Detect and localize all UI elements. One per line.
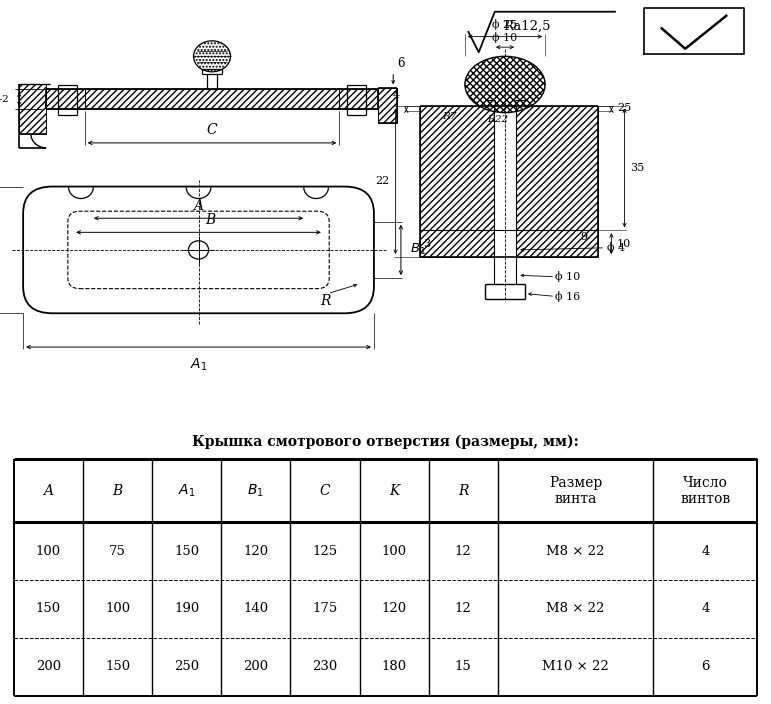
Text: 3: 3 (423, 239, 430, 249)
Text: 4: 4 (701, 545, 709, 558)
Text: A: A (43, 484, 53, 498)
Text: 175: 175 (312, 603, 338, 615)
Text: C: C (207, 123, 217, 137)
Text: Ra12,5: Ra12,5 (503, 20, 551, 32)
Ellipse shape (194, 41, 231, 72)
Text: 10: 10 (617, 239, 631, 249)
Text: M10 × 22: M10 × 22 (542, 660, 609, 673)
Text: Число
винтов: Число винтов (680, 476, 730, 505)
Text: 12: 12 (455, 603, 472, 615)
Text: 150: 150 (174, 545, 199, 558)
Bar (19, 84, 46, 134)
Text: R: R (458, 484, 469, 498)
Text: 250: 250 (174, 660, 199, 673)
Bar (46, 89, 85, 109)
Text: Размер
винта: Размер винта (549, 476, 602, 505)
Text: 6: 6 (397, 57, 405, 70)
Bar (378, 88, 397, 123)
Text: M8 × 22: M8 × 22 (547, 603, 604, 615)
Text: ϕ 10: ϕ 10 (555, 271, 581, 282)
Text: 9: 9 (580, 232, 588, 241)
Text: 6: 6 (701, 660, 709, 673)
Bar (516, 106, 598, 257)
Text: 180: 180 (382, 660, 407, 673)
Text: M8 × 22: M8 × 22 (547, 545, 604, 558)
Text: $B_1$: $B_1$ (410, 242, 426, 258)
Bar (420, 106, 494, 257)
Text: 200: 200 (244, 660, 268, 673)
Text: R22: R22 (487, 115, 508, 124)
Bar (85, 89, 339, 109)
Text: Крышка смотрового отверстия (размеры, мм):: Крышка смотрового отверстия (размеры, мм… (192, 435, 579, 449)
Text: A: A (194, 199, 204, 213)
Text: 190: 190 (174, 603, 200, 615)
Text: C: C (320, 484, 330, 498)
Text: 150: 150 (36, 603, 61, 615)
Text: ϕ 4: ϕ 4 (607, 242, 625, 253)
Text: K: K (389, 484, 399, 498)
Text: 100: 100 (105, 603, 130, 615)
Text: 15: 15 (455, 660, 472, 673)
Text: 100: 100 (382, 545, 407, 558)
Text: 4: 4 (393, 90, 400, 100)
Text: 200: 200 (36, 660, 61, 673)
Text: 75: 75 (109, 545, 126, 558)
Text: ϕ 10: ϕ 10 (493, 32, 517, 43)
Bar (339, 89, 378, 109)
Text: B: B (113, 484, 123, 498)
Text: 230: 230 (312, 660, 338, 673)
Text: 1-2: 1-2 (0, 95, 10, 103)
Text: 125: 125 (312, 545, 338, 558)
Text: 35: 35 (630, 163, 644, 173)
Text: ϕ 16: ϕ 16 (555, 291, 581, 302)
Text: $B_1$: $B_1$ (247, 482, 264, 499)
Text: R: R (320, 294, 331, 308)
Text: 12: 12 (455, 545, 472, 558)
Text: 120: 120 (244, 545, 268, 558)
Text: 22: 22 (375, 176, 389, 187)
Text: 120: 120 (382, 603, 407, 615)
Text: $A_1$: $A_1$ (178, 482, 196, 499)
Text: B: B (205, 213, 215, 227)
Text: 140: 140 (244, 603, 268, 615)
Text: 100: 100 (36, 545, 61, 558)
Text: 150: 150 (105, 660, 130, 673)
Ellipse shape (465, 56, 545, 113)
Text: 4: 4 (701, 603, 709, 615)
Text: $A_1$: $A_1$ (190, 356, 207, 372)
Text: R7: R7 (443, 112, 456, 120)
Text: 25: 25 (617, 103, 631, 113)
Text: ϕ 25: ϕ 25 (493, 19, 517, 30)
